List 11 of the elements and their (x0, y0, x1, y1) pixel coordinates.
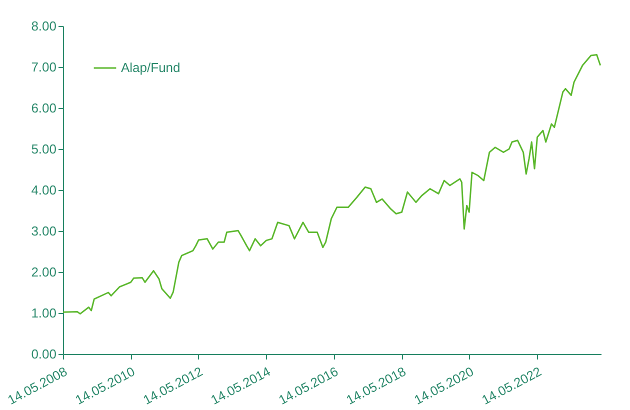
y-tick-label: 1.00 (31, 306, 56, 320)
y-tick-label: 5.00 (31, 142, 56, 156)
y-tick-label: 4.00 (31, 182, 56, 198)
y-tick-label: 3.00 (31, 224, 56, 238)
line-series (62, 54, 602, 315)
y-tick-label: 7.00 (31, 60, 56, 74)
y-tick-label: 2.00 (31, 264, 56, 280)
legend-label: Alap/Fund (121, 60, 180, 75)
y-tick-label: 0.00 (31, 346, 56, 362)
y-tick-label: 6.00 (31, 100, 56, 116)
y-tick-label: 8.00 (31, 18, 56, 34)
